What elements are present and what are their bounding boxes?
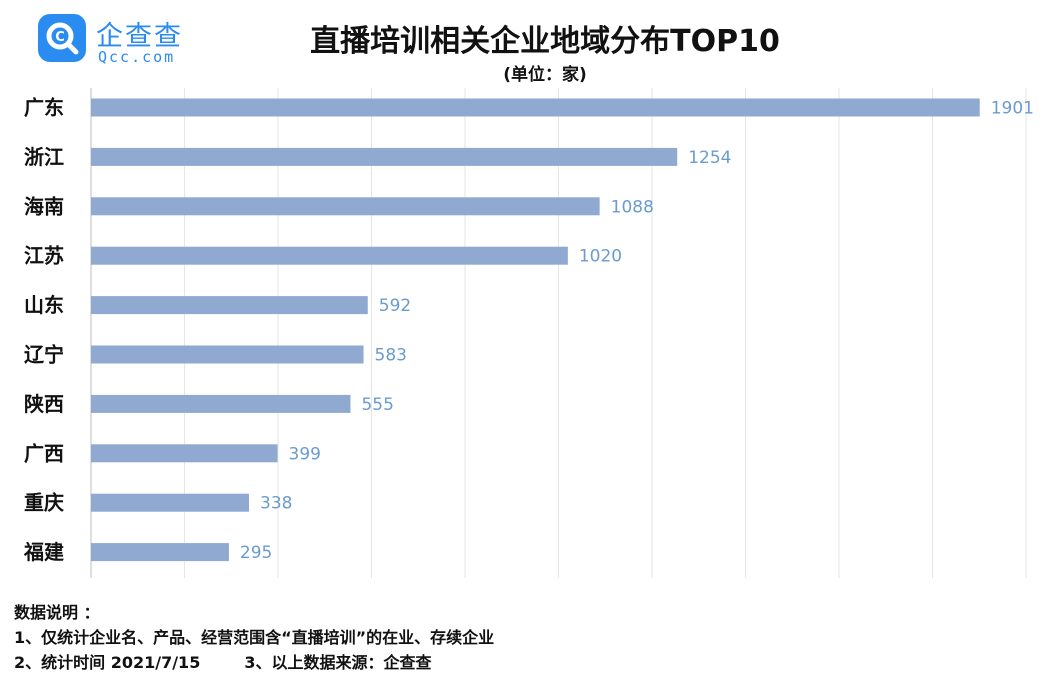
value-label: 399 bbox=[289, 444, 321, 464]
bar bbox=[91, 493, 250, 512]
value-label: 592 bbox=[379, 296, 411, 316]
value-labels: 1901 1254 1088 1020 592 583 555 399 338 295 bbox=[240, 99, 1034, 564]
data-notes: 数据说明 ： 1、仅统计企业名、产品、经营范围含“直播培训”的在业、存续企业 2… bbox=[14, 600, 494, 675]
notes-heading: 数据说明 ： bbox=[14, 603, 100, 622]
chart-title: 直播培训相关企业地域分布TOP10 bbox=[310, 24, 780, 59]
qcc-logo: C 企查查 Qcc.com bbox=[38, 12, 198, 70]
chart-bars bbox=[91, 98, 980, 562]
qcc-logo-icon: C bbox=[38, 14, 86, 62]
value-label: 1254 bbox=[688, 148, 731, 168]
chart-grid bbox=[90, 88, 1027, 578]
notes-line-2: 2、统计时间 2021/7/15 3、以上数据来源：企查查 bbox=[14, 650, 494, 675]
value-label: 338 bbox=[260, 494, 292, 514]
value-label: 1901 bbox=[991, 99, 1034, 119]
bar bbox=[91, 197, 600, 216]
svg-text:C: C bbox=[55, 30, 65, 45]
value-label: 583 bbox=[375, 346, 407, 366]
bar bbox=[91, 98, 980, 117]
category-label: 山东 bbox=[24, 293, 64, 317]
category-label: 广东 bbox=[24, 96, 64, 120]
logo-name: 企查查 bbox=[96, 21, 183, 52]
value-label: 555 bbox=[361, 395, 393, 415]
logo-domain: Qcc.com bbox=[98, 48, 176, 66]
category-label: 浙江 bbox=[24, 145, 64, 169]
category-label: 福建 bbox=[23, 540, 64, 564]
notes-line-2b: 3、以上数据来源：企查查 bbox=[244, 653, 432, 672]
category-label: 重庆 bbox=[24, 491, 64, 515]
bar bbox=[91, 444, 278, 463]
value-label: 295 bbox=[240, 543, 272, 563]
bar bbox=[91, 296, 368, 315]
category-label: 海南 bbox=[24, 194, 64, 218]
category-label: 辽宁 bbox=[24, 343, 64, 367]
bar bbox=[91, 147, 678, 166]
bar bbox=[91, 246, 568, 265]
notes-line-2a: 2、统计时间 2021/7/15 bbox=[14, 653, 201, 672]
bar bbox=[91, 394, 351, 413]
category-label: 江苏 bbox=[24, 244, 64, 268]
category-label: 陕西 bbox=[24, 392, 64, 416]
bar bbox=[91, 345, 364, 364]
category-label: 广西 bbox=[24, 441, 64, 465]
chart-unit: (单位：家) bbox=[503, 65, 587, 85]
notes-line-1: 1、仅统计企业名、产品、经营范围含“直播培训”的在业、存续企业 bbox=[14, 628, 495, 647]
value-label: 1020 bbox=[579, 247, 622, 267]
value-label: 1088 bbox=[611, 197, 654, 217]
bar bbox=[91, 543, 229, 562]
